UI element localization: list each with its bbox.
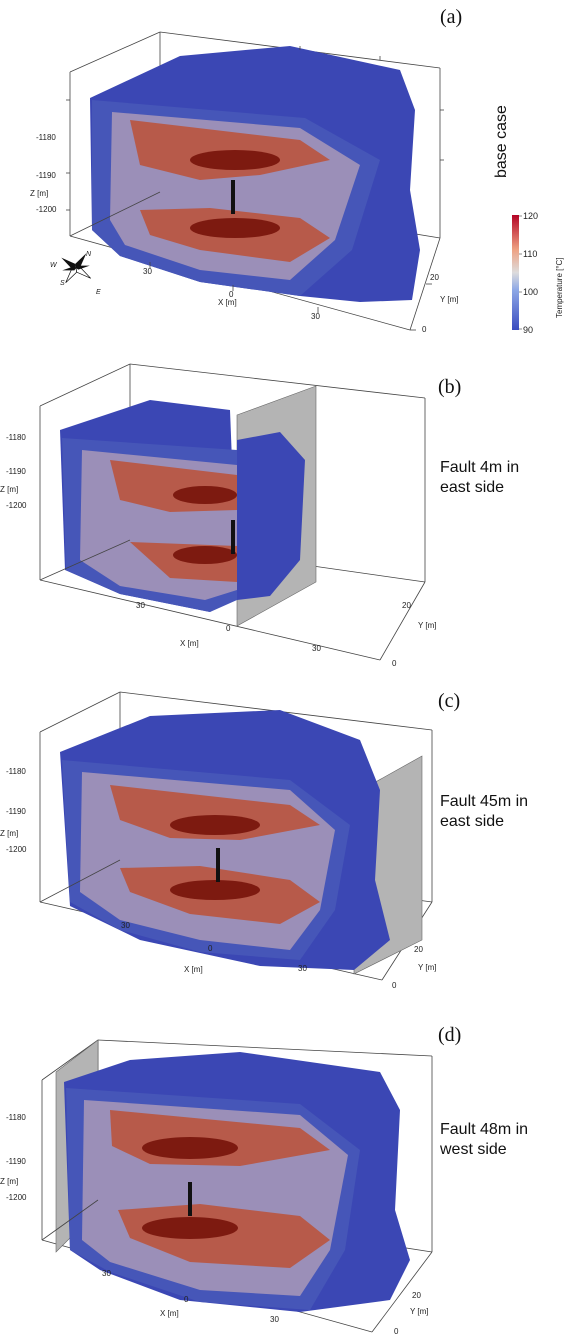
panel-a-z-tick-2: -1190	[36, 171, 56, 180]
panel-b-well	[231, 520, 235, 554]
panel-d-z-label: Z [m]	[0, 1177, 18, 1186]
panel-b-z-tick-3: -1200	[6, 501, 27, 510]
panel-c-hot-core-upper	[170, 815, 260, 835]
panel-d-y-tick-2: 0	[394, 1327, 399, 1336]
panel-c-description: Fault 45m in east side	[440, 793, 529, 830]
panel-a-y-label: Y [m]	[440, 295, 459, 304]
colorbar-tick-90: 90	[523, 325, 533, 335]
panel-a-description: base case	[493, 105, 510, 178]
panel-d-x-tick-3: 30	[270, 1315, 279, 1324]
compass-s-label: S	[60, 280, 65, 287]
panel-c-letter: (c)	[438, 690, 461, 712]
panel-d-z-tick-2: -1190	[6, 1157, 26, 1166]
compass-rose	[61, 253, 91, 283]
compass-e-label: E	[96, 289, 101, 296]
panel-d-x-tick-1: 30	[102, 1269, 111, 1278]
panel-a-plot: -1180 -1190 -1200 Z [m] 30 0 30 X [m] 20…	[30, 31, 564, 335]
panel-b-description: Fault 4m in east side	[440, 459, 520, 496]
panel-b-hot-core-upper	[173, 486, 237, 504]
panel-b-z-tick-1: -1180	[6, 433, 26, 442]
colorbar-tick-100: 100	[523, 287, 538, 297]
panel-d-x-label: X [m]	[160, 1309, 179, 1318]
colorbar-tick-110: 110	[523, 249, 537, 259]
panel-a-hot-core-lower	[190, 218, 280, 238]
panel-a-z-label: Z [m]	[30, 189, 48, 198]
panel-c-x-label: X [m]	[184, 965, 203, 974]
panel-c-y-label: Y [m]	[418, 963, 437, 972]
panel-c-z-tick-3: -1200	[6, 845, 27, 854]
panel-d-hot-core-lower	[142, 1217, 238, 1239]
panel-b-letter: (b)	[438, 376, 462, 398]
panel-a-letter: (a)	[440, 6, 463, 28]
compass-n-label: N	[86, 251, 92, 258]
panel-d-description: Fault 48m in west side	[440, 1121, 529, 1158]
panel-a-x-tick-2: 0	[229, 290, 234, 299]
panel-a-hot-core-upper	[190, 150, 280, 170]
panel-c-plot: -1180 -1190 -1200 Z [m] 30 0 30 X [m] 20…	[0, 691, 437, 990]
panel-d-plot: -1180 -1190 -1200 Z [m] 30 0 30 X [m] 20…	[0, 1039, 433, 1336]
panel-d-well	[188, 1182, 192, 1216]
panel-b-x-tick-2: 0	[226, 624, 231, 633]
panel-b-y-tick-1: 20	[402, 601, 411, 610]
panel-a-y-tick-2: 0	[422, 325, 427, 334]
panel-d-z-tick-1: -1180	[6, 1113, 26, 1122]
panel-a-x-label: X [m]	[218, 298, 237, 307]
panel-a-z-tick-3: -1200	[36, 205, 57, 214]
panel-b: -1180 -1190 -1200 Z [m] 30 0 30 X [m] 20…	[0, 350, 570, 670]
panel-c-y-tick-2: 0	[392, 981, 397, 990]
panel-b-y-label: Y [m]	[418, 621, 437, 630]
panel-b-y-tick-2: 0	[392, 659, 397, 668]
panel-b-hot-core-lower	[173, 546, 237, 564]
panel-a: -1180 -1190 -1200 Z [m] 30 0 30 X [m] 20…	[0, 0, 570, 335]
panel-a-x-tick-3: 30	[311, 312, 320, 321]
panel-b-plot: -1180 -1190 -1200 Z [m] 30 0 30 X [m] 20…	[0, 363, 437, 668]
compass-w-label: W	[50, 262, 58, 269]
panel-d-letter: (d)	[438, 1024, 462, 1046]
panel-a-hot-zone-upper	[130, 120, 330, 180]
panel-c-hot-zone-upper	[110, 785, 320, 840]
panel-c: -1180 -1190 -1200 Z [m] 30 0 30 X [m] 20…	[0, 670, 570, 990]
panel-d-y-label: Y [m]	[410, 1307, 429, 1316]
panel-d-z-tick-3: -1200	[6, 1193, 27, 1202]
panel-c-hot-core-lower	[170, 880, 260, 900]
panel-d-y-tick-1: 20	[412, 1291, 421, 1300]
panel-c-y-tick-1: 20	[414, 945, 423, 954]
panel-b-x-tick-3: 30	[312, 644, 321, 653]
panel-b-east-bulge	[237, 432, 305, 600]
panel-c-well	[216, 848, 220, 882]
colorbar-tick-120: 120	[523, 211, 538, 221]
panel-c-x-tick-2: 0	[208, 944, 213, 953]
panel-b-z-label: Z [m]	[0, 485, 18, 494]
panel-c-z-tick-1: -1180	[6, 767, 26, 776]
panel-a-well	[231, 180, 235, 214]
panel-b-z-tick-2: -1190	[6, 467, 26, 476]
panel-d: -1180 -1190 -1200 Z [m] 30 0 30 X [m] 20…	[0, 1000, 570, 1336]
panel-a-z-tick-1: -1180	[36, 133, 56, 142]
panel-b-x-label: X [m]	[180, 639, 199, 648]
panel-a-x-tick-1: 30	[143, 267, 152, 276]
panel-d-x-tick-2: 0	[184, 1295, 189, 1304]
panel-c-x-tick-1: 30	[121, 921, 130, 930]
panel-c-z-label: Z [m]	[0, 829, 18, 838]
panel-c-x-tick-3: 30	[298, 964, 307, 973]
colorbar	[512, 215, 519, 330]
panel-b-x-tick-1: 30	[136, 601, 145, 610]
panel-c-z-tick-2: -1190	[6, 807, 26, 816]
panel-a-y-tick-1: 20	[430, 273, 439, 282]
panel-d-hot-core-upper	[142, 1137, 238, 1159]
colorbar-title: Temperature [°C]	[555, 257, 564, 318]
